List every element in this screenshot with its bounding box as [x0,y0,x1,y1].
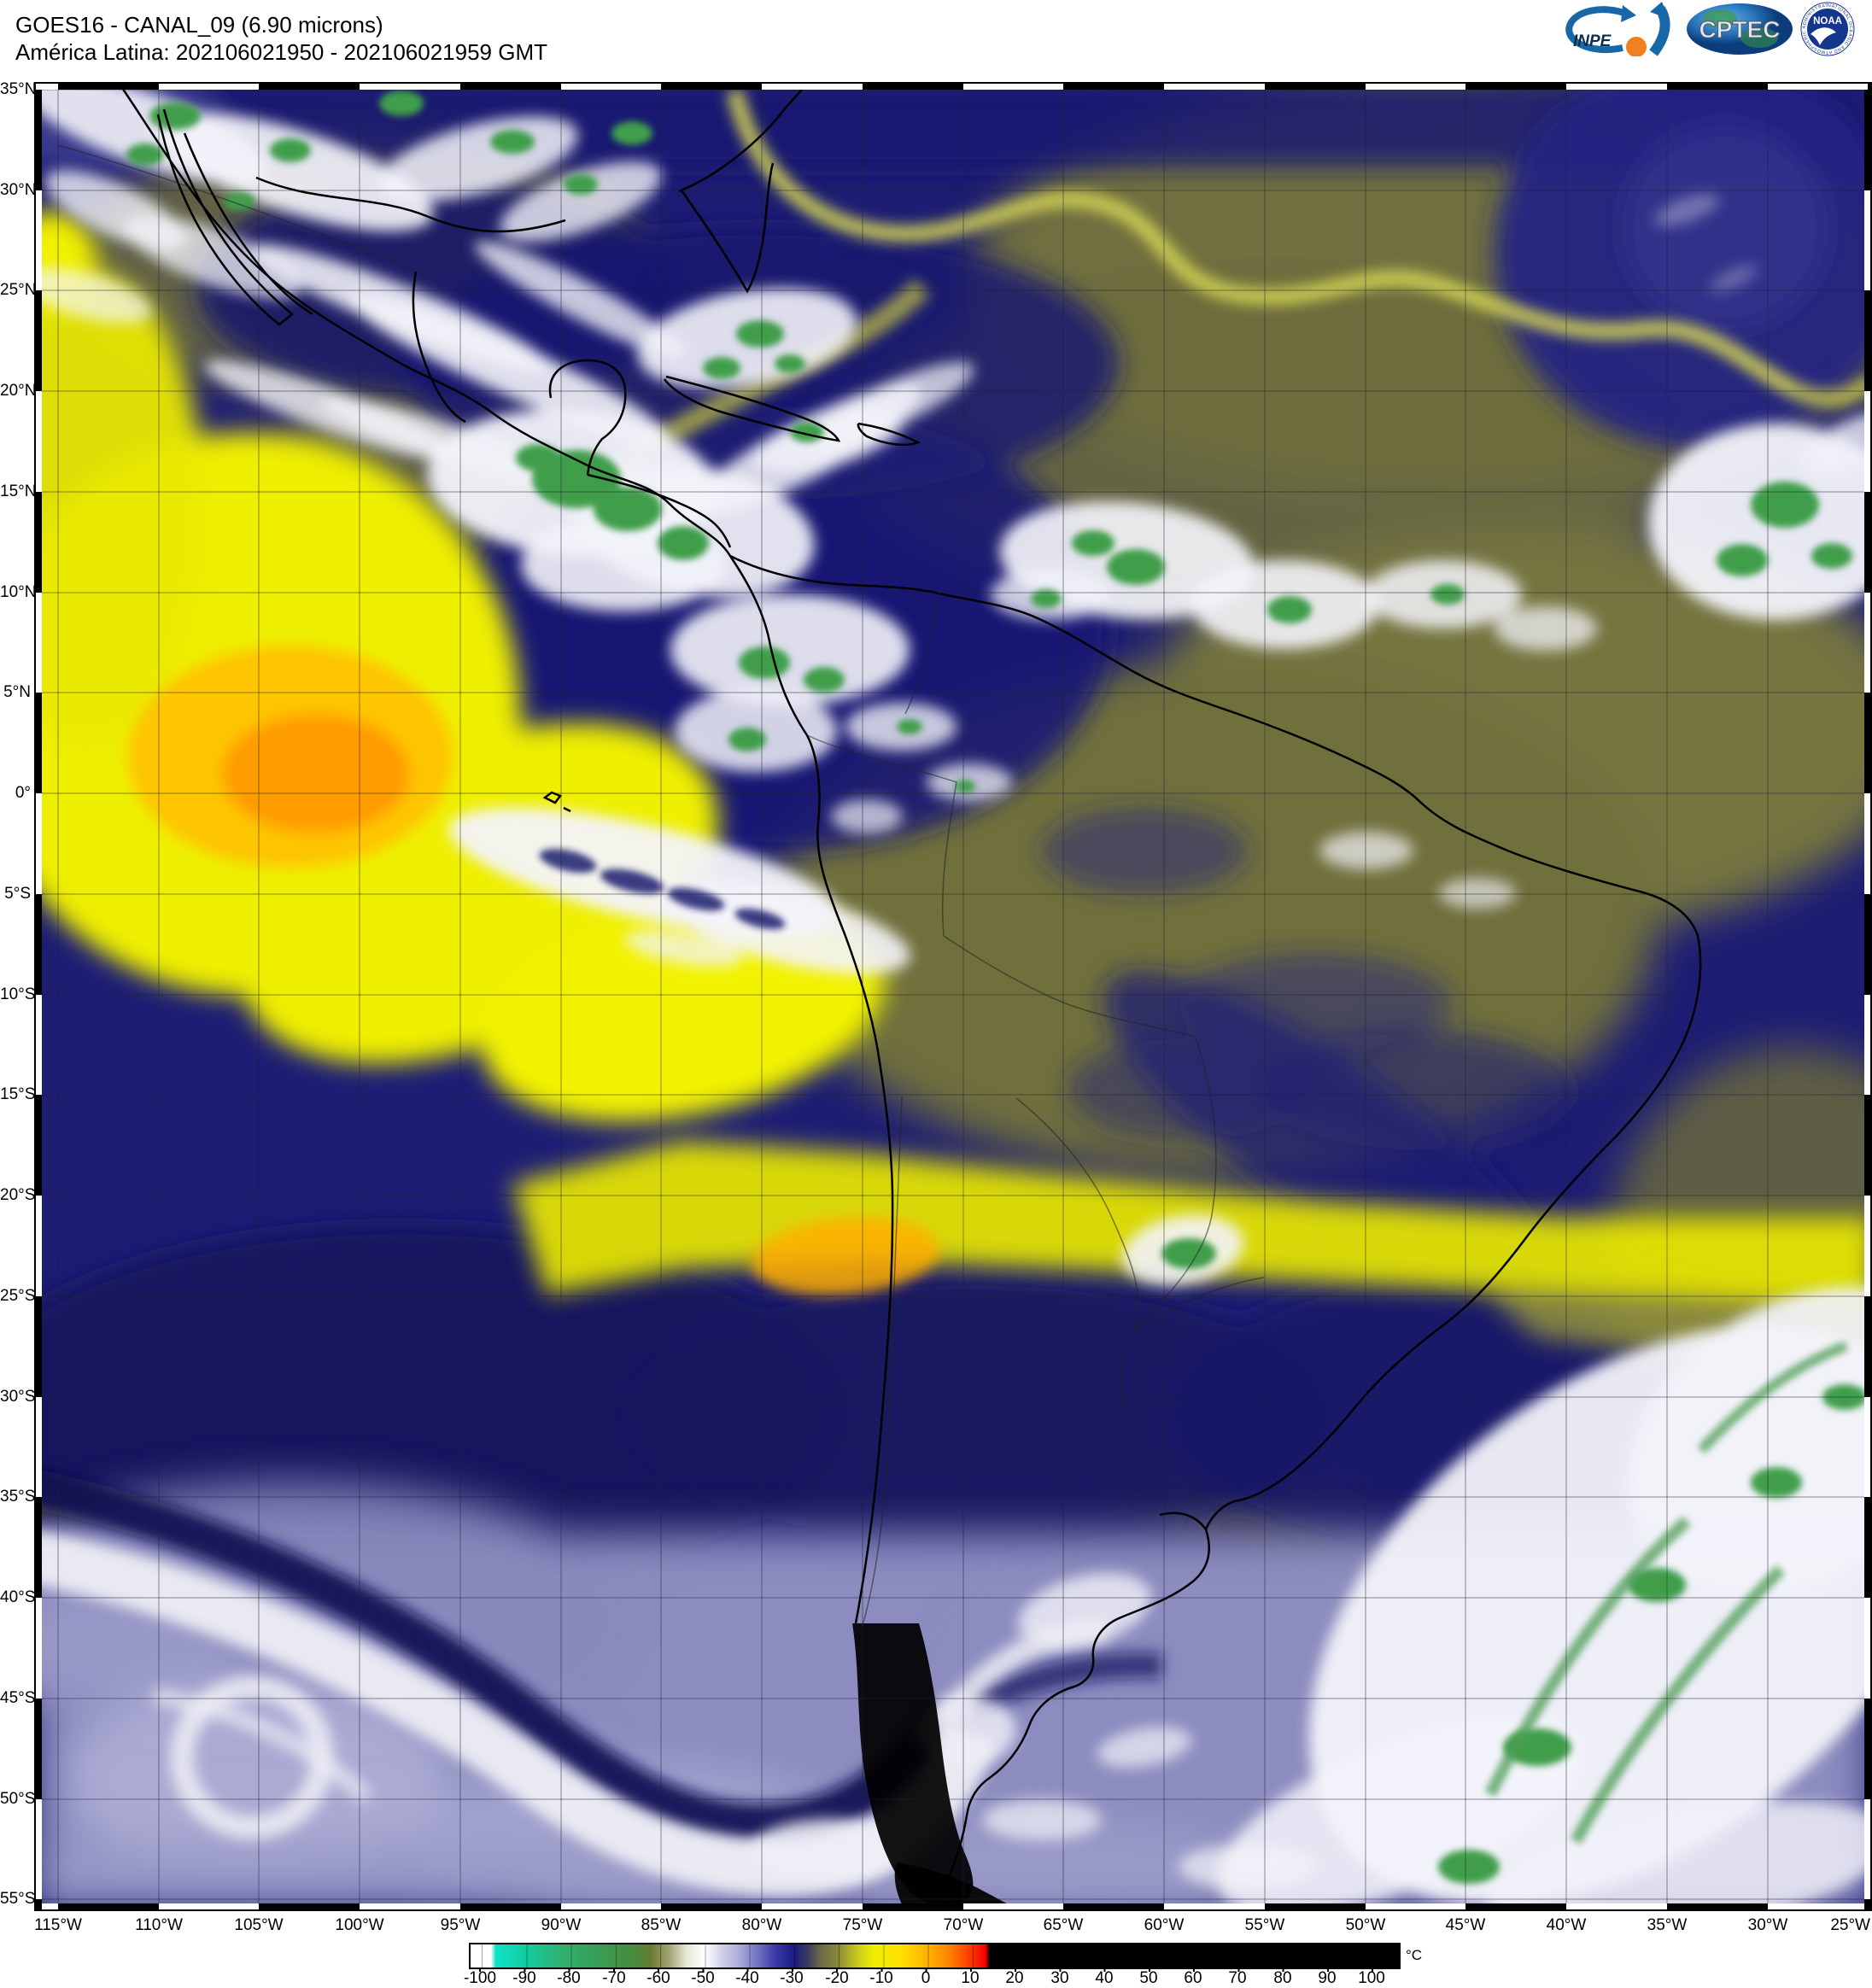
lon-label: 95°W [440,1916,481,1934]
lat-label: 10°S [0,985,36,1003]
colorbar-tick-label: 20 [1005,1969,1024,1987]
colorbar-tick-label: 60 [1184,1969,1202,1987]
colorbar-tick-marks [469,1968,1397,1972]
lat-label: 40°S [0,1588,36,1606]
inpe-logo: INPE [1565,2,1670,56]
lat-label: 15°N [0,482,37,500]
colorbar-tick-label: 10 [961,1969,980,1987]
lon-label: 85°W [641,1916,682,1934]
lat-label: 5°S [4,885,31,903]
graticule-grid [34,82,1872,1911]
lat-label: 25°N [0,281,37,299]
colorbar-tick-label: 30 [1050,1969,1069,1987]
lat-label: 35°S [0,1488,36,1506]
colorbar-tick-label: 70 [1228,1969,1247,1987]
lon-label: 90°W [541,1916,582,1934]
colorbar-tick-label: 50 [1139,1969,1158,1987]
map-frame [34,82,1872,1911]
colorbar-unit-label: °C [1406,1947,1423,1963]
colorbar-tick-label: 0 [921,1969,931,1987]
lon-label: 80°W [741,1916,782,1934]
lat-label: 15°S [0,1085,36,1103]
title-line-region-timestamp: América Latina: 202106021950 - 202106021… [15,39,547,65]
colorbar-tick-label: -40 [735,1969,759,1987]
lat-label: 10°N [0,583,37,601]
lat-label: 0° [15,784,31,802]
cptec-logo-text: CPTEC [1699,16,1781,43]
water-vapor-imagery [0,56,1872,1940]
noaa-logo-text: NOAA [1813,16,1842,26]
lat-label: 55°S [0,1890,36,1908]
lon-label: 105°W [234,1916,284,1934]
colorbar-tick-label: -100 [463,1969,497,1987]
colorbar-tick-label: -80 [557,1969,581,1987]
inpe-logo-text: INPE [1573,32,1612,50]
lon-label: 25°W [1830,1916,1870,1934]
lon-label: 65°W [1043,1916,1084,1934]
lat-label: 30°N [0,181,37,199]
lon-label: 30°W [1747,1916,1788,1934]
colorbar-gradient [471,1944,1399,1968]
colorbar-tick-label: 100 [1358,1969,1385,1987]
colorbar-tick-label: -30 [780,1969,804,1987]
title-line-satellite-channel: GOES16 - CANAL_09 (6.90 microns) [15,12,383,38]
temperature-colorbar [469,1943,1401,1969]
colorbar-tick-label: -60 [646,1969,670,1987]
colorbar-tick-label: -10 [869,1969,893,1987]
lat-label: 50°S [0,1790,36,1808]
lon-label: 70°W [943,1916,984,1934]
colorbar-tick-label: 80 [1273,1969,1292,1987]
lat-label: 35°N [0,80,37,98]
cptec-logo: CPTEC [1687,3,1793,55]
colorbar-tick-label: 40 [1095,1969,1114,1987]
lon-label: 40°W [1546,1916,1587,1934]
coastlines [114,71,1702,1909]
colorbar-tick-label: -20 [825,1969,849,1987]
lon-label: 55°W [1244,1916,1285,1934]
colorbar-tick-label: -70 [602,1969,626,1987]
lon-label: 60°W [1144,1916,1185,1934]
lon-label: 50°W [1345,1916,1386,1934]
lat-label: 20°N [0,382,37,400]
lon-label: 45°W [1445,1916,1486,1934]
lat-label: 20°S [0,1186,36,1204]
colorbar-tick-label: 90 [1318,1969,1337,1987]
lon-label: 110°W [135,1916,183,1934]
lon-label: 75°W [842,1916,883,1934]
lat-label: 45°S [0,1689,36,1707]
lat-label: 25°S [0,1287,36,1305]
colorbar-tick-label: -50 [691,1969,715,1987]
lon-label: 115°W [34,1916,82,1934]
lon-label: 35°W [1647,1916,1688,1934]
lon-label: 100°W [335,1916,384,1934]
lat-label: 30°S [0,1388,36,1406]
colorbar-tick-label: -90 [512,1969,536,1987]
noaa-logo: NATIONAL OCEANIC AND ATMOSPHERIC ADMINIS… [1800,2,1855,56]
lat-label: 5°N [3,683,31,701]
agency-logos: INPE CPTEC NATIONAL OCEANIC AND ATMOSPHE… [1551,2,1869,56]
satellite-map-image [0,56,1872,1940]
